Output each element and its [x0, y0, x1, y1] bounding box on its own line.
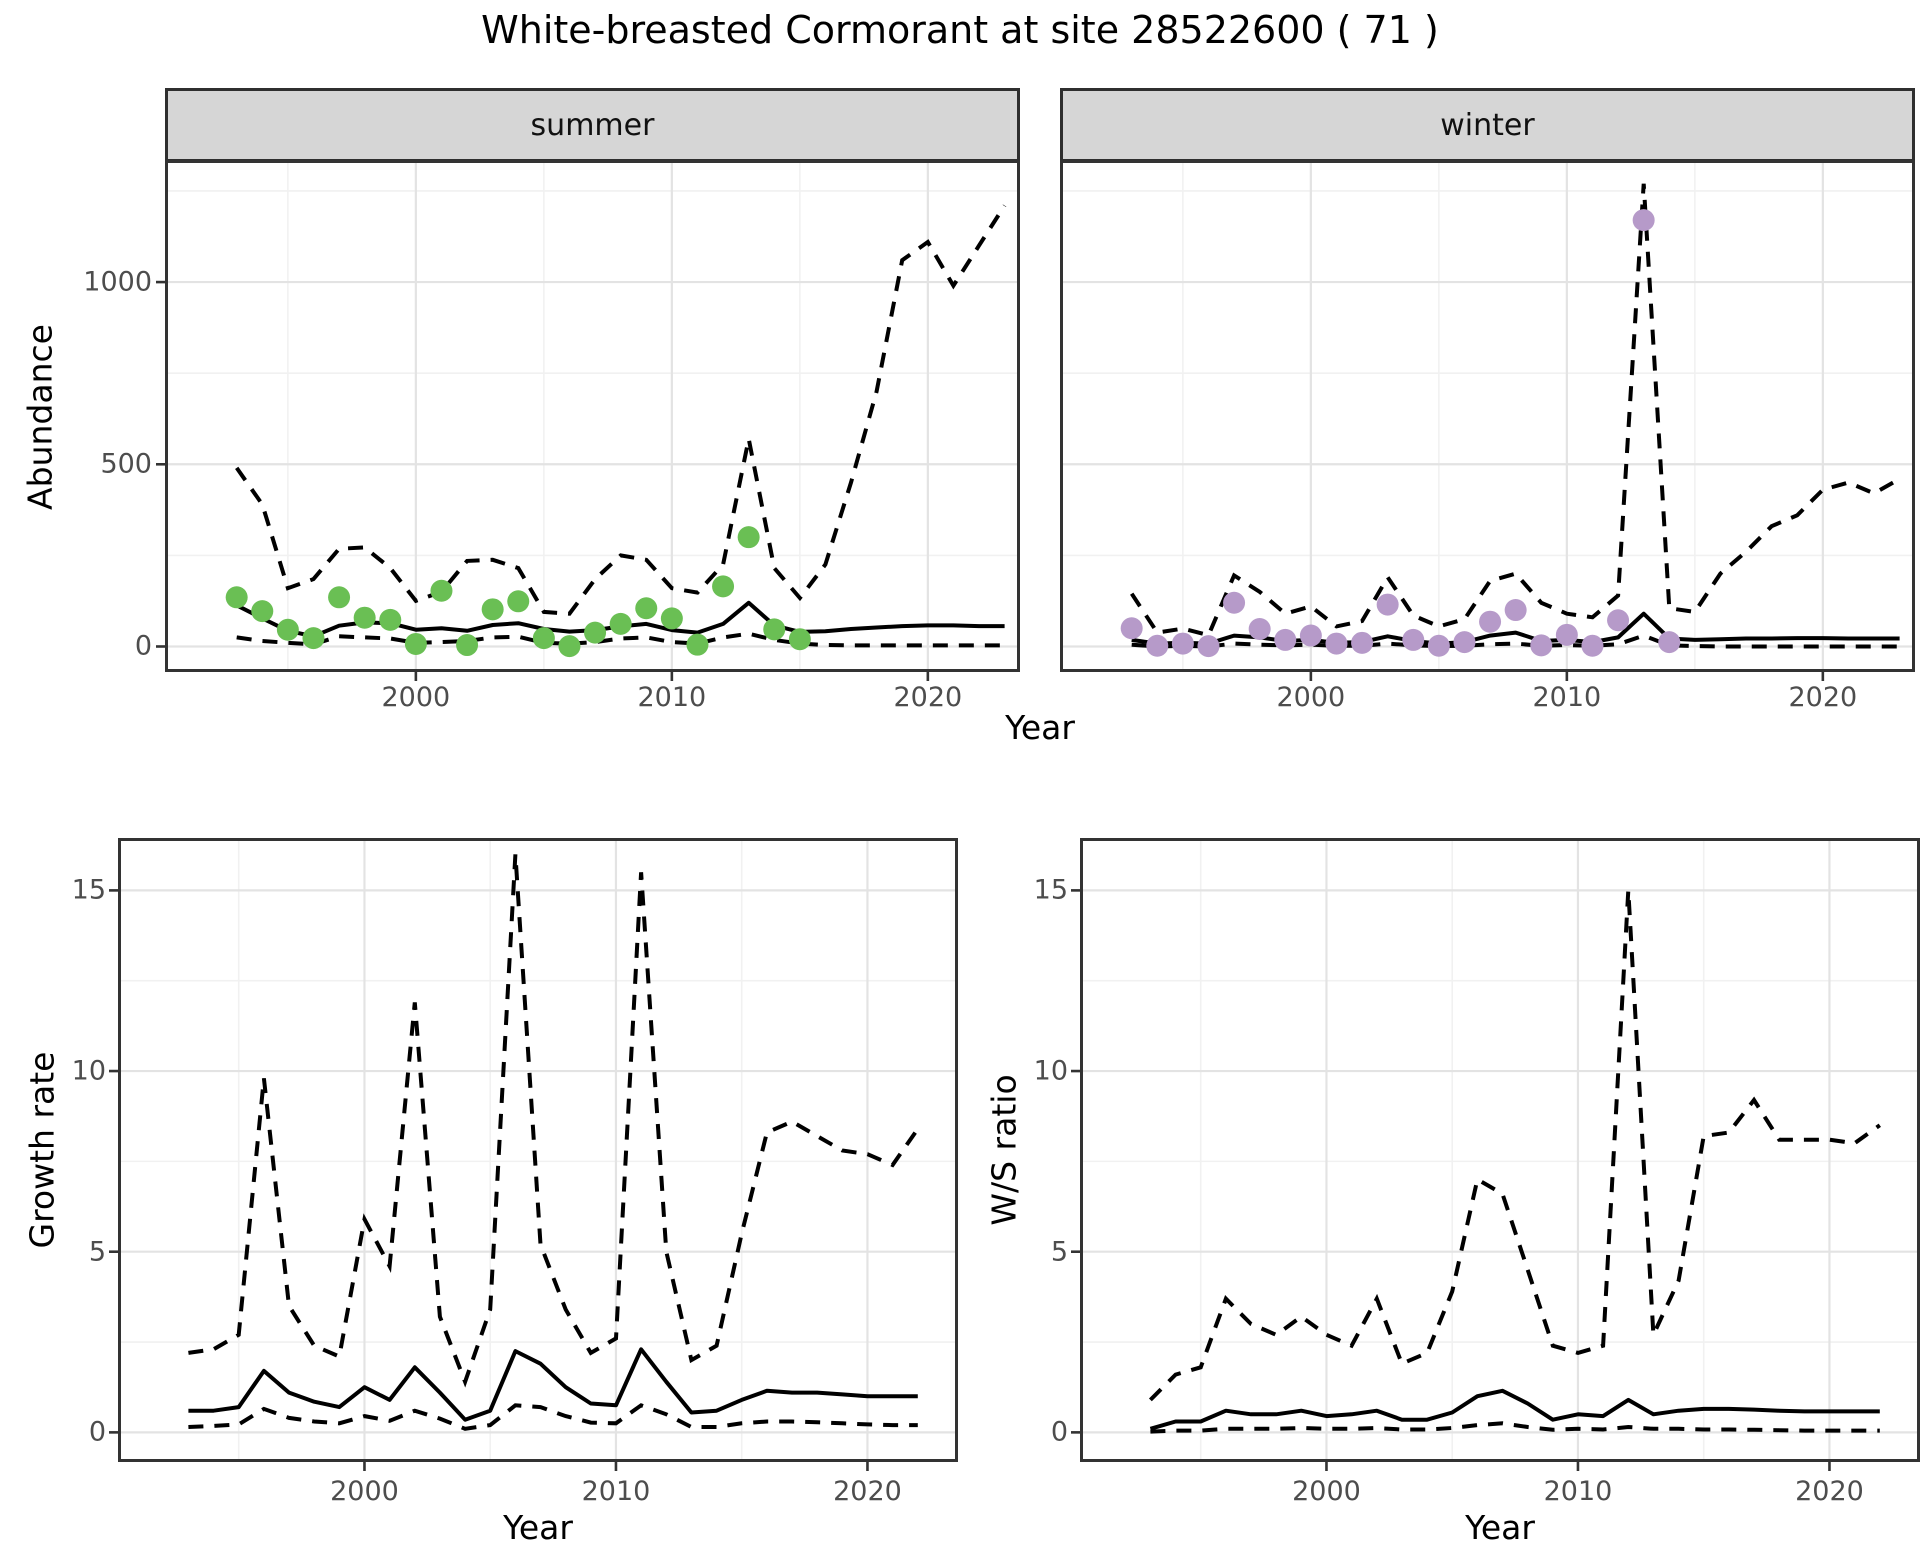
y-tick-label: 10 — [1033, 1055, 1068, 1087]
x-tick-label: 2000 — [381, 682, 451, 713]
y-tick-label: 0 — [134, 630, 152, 662]
x-tick-label: 2010 — [1532, 682, 1602, 713]
facet-strip-winter: winter — [1060, 88, 1915, 162]
panel-summer-abundance — [165, 160, 1020, 672]
x-tick-label: 2020 — [833, 1476, 902, 1507]
panel-ws-ratio — [1080, 838, 1920, 1462]
y-tick-label: 500 — [100, 448, 152, 480]
x-tick-label: 2010 — [581, 1476, 651, 1507]
y-tick-label: 15 — [1033, 874, 1068, 906]
x-tick-label: 2000 — [1276, 682, 1346, 713]
y-tick-label: 0 — [1050, 1416, 1068, 1448]
y-tick-label: 5 — [88, 1236, 106, 1268]
chart-title: White-breasted Cormorant at site 2852260… — [481, 8, 1439, 52]
x-tick-label: 2020 — [1795, 1476, 1864, 1507]
panel-winter-abundance — [1060, 160, 1915, 672]
facet-strip-winter-label: winter — [1440, 107, 1535, 143]
y-tick-label: 1000 — [83, 266, 152, 298]
x-tick-label: 2020 — [1788, 682, 1858, 713]
panel-growth-rate — [118, 838, 958, 1462]
y-tick-label: 10 — [71, 1055, 106, 1087]
y-tick-label: 0 — [88, 1416, 106, 1448]
x-axis-title-year-bottom-right: Year — [1465, 1508, 1535, 1547]
x-axis-title-year-bottom-left: Year — [503, 1508, 573, 1547]
x-axis-title-year-top: Year — [1005, 708, 1075, 747]
facet-strip-summer-label: summer — [530, 107, 655, 143]
facet-strip-summer: summer — [165, 88, 1020, 162]
x-tick-label: 2020 — [893, 682, 963, 713]
x-tick-label: 2000 — [1292, 1476, 1361, 1507]
y-tick-label: 15 — [71, 874, 106, 906]
x-tick-label: 2010 — [1543, 1476, 1613, 1507]
x-tick-label: 2010 — [637, 682, 707, 713]
x-tick-label: 2000 — [330, 1476, 399, 1507]
y-tick-label: 5 — [1050, 1236, 1068, 1268]
